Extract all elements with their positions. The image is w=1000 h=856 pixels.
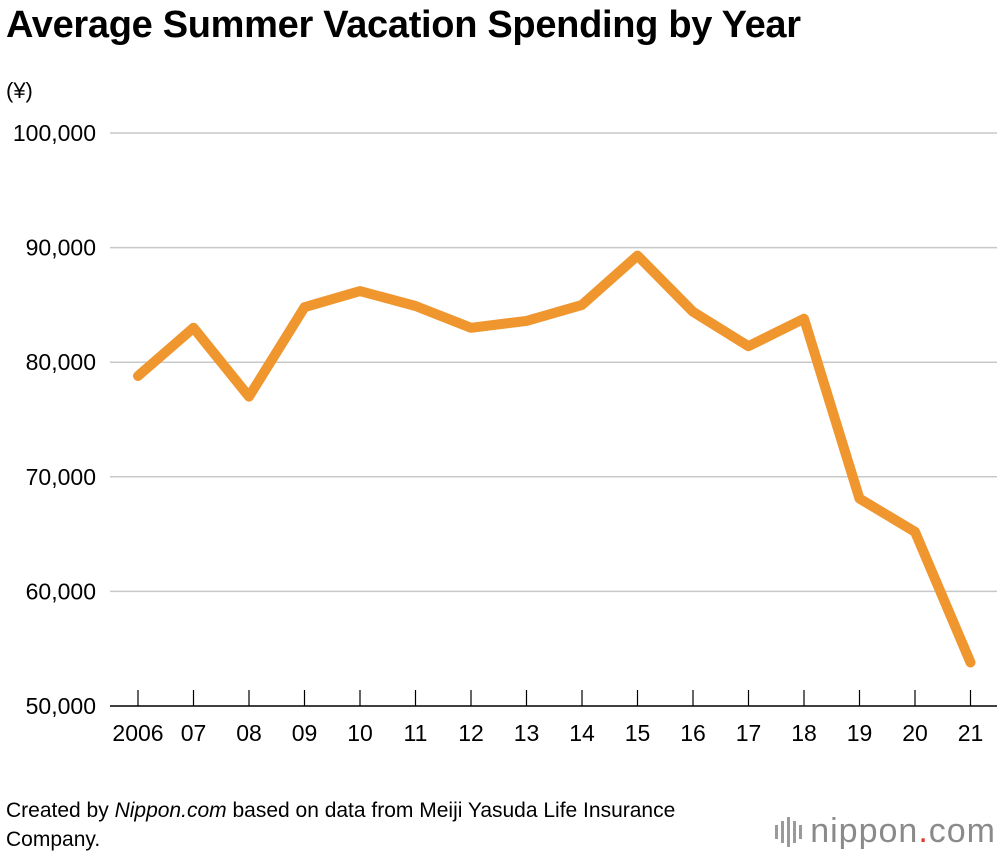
chart-title: Average Summer Vacation Spending by Year [6, 4, 801, 46]
x-tick-label: 15 [625, 720, 651, 746]
x-tick-label: 10 [347, 720, 373, 746]
y-axis-ticks: 50,000 60,000 70,000 80,000 90,000 100,000 [13, 120, 96, 719]
x-tick-label: 17 [736, 720, 762, 746]
y-tick-label: 90,000 [26, 235, 96, 261]
data-point [970, 661, 971, 663]
data-point [304, 306, 305, 308]
y-tick-label: 80,000 [26, 349, 96, 375]
line-chart: 50,000 60,000 70,000 80,000 90,000 100,000 20… [13, 120, 997, 746]
logo-text-right: com [928, 812, 996, 850]
y-tick-label: 50,000 [26, 693, 96, 719]
x-tick-label: 09 [292, 720, 318, 746]
x-axis-ticks: 2006 07 08 09 10 11 12 13 14 15 16 17 18 19 20 21 [112, 690, 983, 746]
x-tick-label: 12 [458, 720, 484, 746]
data-point [248, 396, 250, 398]
data-point [193, 327, 194, 329]
x-tick-label: 20 [902, 720, 928, 746]
y-tick-label: 60,000 [26, 578, 96, 604]
x-tick-label: 08 [236, 720, 262, 746]
data-point [748, 345, 749, 347]
source-site: Nippon.com [114, 799, 227, 822]
x-tick-label: 2006 [112, 720, 163, 746]
data-point [692, 311, 694, 313]
grid-lines [110, 132, 997, 707]
logo-dot: . [918, 812, 929, 850]
y-tick-label: 70,000 [26, 464, 96, 490]
nippon-logo: nippon. com [775, 812, 996, 851]
data-point [137, 375, 139, 377]
x-tick-label: 19 [847, 720, 873, 746]
logo-bars-icon [775, 816, 803, 847]
series-line [133, 250, 976, 668]
y-axis-unit-label: (¥) [6, 78, 33, 103]
source-suffix: based on data from Meiji Yasuda Life Ins… [6, 799, 676, 851]
data-point [526, 320, 527, 322]
y-tick-label: 100,000 [13, 120, 96, 146]
series-layer [133, 250, 976, 668]
data-point [859, 498, 860, 500]
x-tick-label: 13 [514, 720, 540, 746]
data-point [914, 531, 916, 533]
source-prefix: Created by [6, 799, 115, 822]
data-point [803, 318, 805, 320]
logo-text-left: nippon [810, 812, 919, 850]
x-tick-label: 16 [680, 720, 706, 746]
x-tick-label: 07 [181, 720, 207, 746]
data-point [359, 290, 361, 292]
x-tick-label: 18 [791, 720, 817, 746]
x-tick-label: 11 [404, 720, 428, 746]
source-note: Created by Nippon.com based on data from… [6, 796, 706, 854]
data-point [470, 327, 472, 329]
x-tick-label: 14 [569, 720, 595, 746]
data-point [637, 255, 638, 257]
data-point [415, 305, 416, 307]
data-point [581, 304, 583, 306]
x-tick-label: 21 [958, 720, 984, 746]
